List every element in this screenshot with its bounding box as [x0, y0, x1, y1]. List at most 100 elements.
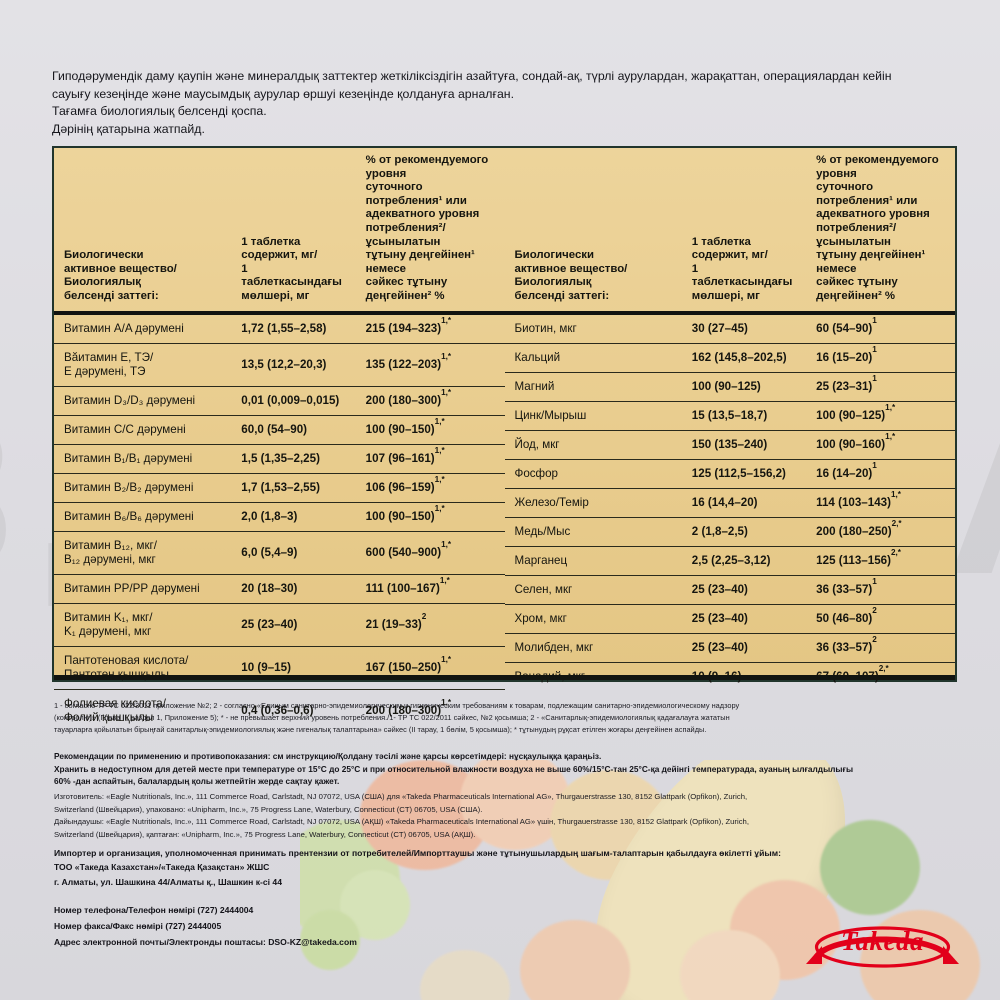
header-percent-line-1: % от рекомендуемого уровня: [816, 154, 939, 180]
row-percent-footnote-marker: 1,*: [441, 539, 452, 549]
row-percent: 215 (194–323)1,*: [355, 312, 505, 344]
header-substance: Биологически активное вещество/ Биология…: [505, 148, 682, 313]
row-percent: 135 (122–203)1,*: [355, 343, 505, 387]
row-substance-name: Йод, мкг: [504, 430, 682, 460]
header-substance-line-3: Биологиялық: [64, 276, 141, 289]
header-percent-line-4: потребления²/ұсынылатын: [816, 221, 897, 248]
header-amount-line-2: содержит, мг/: [241, 249, 318, 262]
header-substance-line-1: Биологически: [64, 249, 144, 262]
row-substance-name: Магний: [504, 372, 682, 402]
table-row: Витамин A/A дәрумені 1,72 (1,55–2,58) 215 …: [54, 312, 505, 344]
table-row: Витамин PP/PP дәрумені 20 (18–30) 111 (100…: [54, 574, 505, 604]
row-percent-footnote-marker: 1,*: [885, 402, 896, 412]
row-percent: 200 (180–300)1,*: [355, 386, 505, 416]
intro-line-4: Дәрінің қатарына жатпайд.: [52, 121, 205, 136]
row-amount: 162 (145,8–202,5): [681, 343, 807, 373]
footnote-line-2: (контролю)» (Глава II, раздел 1, Приложе…: [54, 712, 730, 722]
row-substance-name: Витамин B₂/B₂ дәрумені: [54, 473, 232, 503]
header-percent-line-5: тұтыну деңгейінен¹ немесе: [816, 249, 926, 275]
row-percent: 600 (540–900)1,*: [355, 531, 505, 575]
row-substance-name: Витамин A/A дәрумені: [54, 312, 232, 344]
row-amount: 25 (23–40): [681, 633, 807, 663]
row-percent-footnote-marker: 2: [872, 634, 877, 644]
row-percent-footnote-marker: 1,*: [441, 387, 452, 397]
footnote-line-3: тауарларға қойылатын бірыңғай санитарлық…: [54, 724, 707, 734]
takeda-logo-icon: [806, 926, 959, 968]
row-amount: 25 (23–40): [231, 603, 356, 647]
row-percent: 100 (90–150)1,*: [355, 415, 505, 445]
header-percent-line-2: суточного потребления¹ или: [365, 181, 467, 207]
manufacturer-line-3: Дайындаушы: «Eagle Nutritionals, Inc.», …: [54, 817, 749, 827]
row-amount: 2,5 (2,25–3,12): [681, 546, 807, 576]
fruit-photo-band: [300, 760, 1000, 1000]
table-row: Магний 100 (90–125) 25 (23–31)1: [504, 372, 955, 402]
header-percent-line-2: суточного потребления¹ или: [816, 181, 918, 207]
nutrition-rows-left: Витамин A/A дәрумені 1,72 (1,55–2,58) 215 …: [54, 312, 505, 732]
row-substance-name: Марганец: [504, 546, 682, 576]
row-substance-name: Витамин K₁, мкг/K₁ дәрумені, мкг: [54, 603, 232, 647]
table-row: Кальций 162 (145,8–202,5) 16 (15–20)1: [504, 343, 955, 373]
intro-line-2: сауығу кезеңінде және маусымдық аурулар …: [52, 86, 514, 101]
panel-bottom-rule: [54, 675, 955, 680]
table-row: Хром, мкг 25 (23–40) 50 (46–80)2: [504, 604, 955, 634]
row-percent-footnote-marker: 1,*: [441, 315, 452, 325]
row-amount: 25 (23–40): [681, 604, 807, 634]
table-row: Витамин B₁/B₁ дәрумені 1,5 (1,35–2,25) 107…: [54, 444, 505, 474]
row-substance-name: Селен, мкг: [504, 575, 682, 605]
row-percent-footnote-marker: 1: [872, 344, 877, 354]
table-row: Биотин, мкг 30 (27–45) 60 (54–90)1: [504, 312, 955, 344]
row-percent: 100 (90–150)1,*: [355, 502, 505, 532]
nutrition-rows-right: Биотин, мкг 30 (27–45) 60 (54–90)1 Кальций 1…: [504, 312, 955, 691]
row-percent: 200 (180–300)1,*: [365, 697, 452, 717]
row-percent-footnote-marker: 1: [872, 373, 877, 383]
row-amount: 0,4 (0,36–0,6): [241, 703, 314, 717]
contact-fax: Номер факса/Факс нөмірі (727) 2444005: [54, 921, 222, 931]
row-percent: 16 (15–20)1: [806, 343, 955, 373]
header-percent: % от рекомендуемого уровня суточного пот…: [806, 148, 955, 313]
header-substance-line-3: Биологиялық: [514, 276, 592, 289]
header-amount: 1 таблетка содержит, мг/ 1 таблеткасында…: [231, 148, 355, 313]
takeda-logo: Takeda: [800, 912, 965, 970]
contact-email: Адрес электронной почты/Электронды пошта…: [54, 937, 357, 947]
table-row: Вӑитамин Е, ТЭ/Е дәрумені, ТЭ 13,5 (12,2–…: [54, 343, 505, 387]
row-amount: 15 (13,5–18,7): [681, 401, 807, 431]
row-percent-footnote-marker: 1,*: [885, 431, 896, 441]
table-row: Селен, мкг 25 (23–40) 36 (33–57)1: [504, 575, 955, 605]
row-substance-name: Кальций: [504, 343, 682, 373]
footnote-line-1: 1 - согласно ТР ТС 022/2011 приложение №…: [54, 701, 740, 710]
header-amount: 1 таблетка содержит, мг/ 1 таблеткасында…: [682, 148, 806, 313]
nutrition-facts-panel: Биологически активное вещество/ Биология…: [52, 146, 957, 724]
manufacturer-block: Изготовитель: «Eagle Nutritionals, Inc.»…: [54, 791, 954, 841]
usage-line-2: Хранить в недоступном для детей месте пр…: [54, 763, 854, 774]
row-percent-footnote-marker: 2,*: [890, 547, 901, 557]
row-percent-footnote-marker: 1,*: [441, 697, 452, 707]
row-substance-name: Вӑитамин Е, ТЭ/Е дәрумені, ТЭ: [54, 343, 232, 387]
row-percent: 114 (103–143)1,*: [806, 488, 955, 518]
row-amount: 13,5 (12,2–20,3): [231, 343, 356, 387]
header-amount-line-3: 1 таблеткасындағы: [691, 262, 793, 289]
header-percent-line-5: тұтыну деңгейінен¹ немесе: [365, 249, 475, 275]
row-percent-footnote-marker: 1: [872, 576, 877, 586]
row-amount: 2 (1,8–2,5): [681, 517, 807, 547]
table-header-row: Биологически активное вещество/ Биология…: [504, 148, 955, 313]
row-percent-footnote-marker: 2: [421, 611, 427, 621]
row-percent: 36 (33–57)2: [806, 633, 955, 663]
header-substance-line-2: активное вещество/: [64, 262, 177, 275]
row-amount: 30 (27–45): [681, 312, 807, 344]
header-percent-line-3: адекватного уровня: [816, 208, 930, 221]
table-row: Йод, мкг 150 (135–240) 100 (90–160)1,*: [504, 430, 955, 460]
table-row: Витамин B₁₂, мкг/B₁₂ дәрумені, мкг 6,0 (5…: [54, 531, 505, 575]
header-percent-line-6: сәйкес тұтыну деңгейінен² %: [816, 276, 898, 302]
intro-text: Гиподәруменд​ік даму қаупін және минерал…: [52, 68, 957, 138]
footnotes-block: 1 - согласно ТР ТС 022/2011 приложение №…: [54, 700, 954, 735]
row-substance-name: Витамин B₁₂, мкг/B₁₂ дәрумені, мкг: [54, 531, 232, 575]
importer-block: Импортер и организация, уполномоченная п…: [54, 846, 954, 889]
header-percent-line-6: сәйкес тұтыну деңгейінен² %: [365, 276, 448, 302]
contacts-block: Номер телефона/Телефон нөмірі (727) 2444…: [54, 902, 674, 950]
row-percent: 50 (46–80)2: [806, 604, 955, 634]
row-percent-footnote-marker: 1: [872, 460, 877, 470]
row-percent-footnote-marker: 1,*: [434, 503, 445, 513]
header-amount-line-2: содержит, мг/: [691, 249, 768, 262]
row-percent-footnote-marker: 1: [872, 315, 877, 325]
